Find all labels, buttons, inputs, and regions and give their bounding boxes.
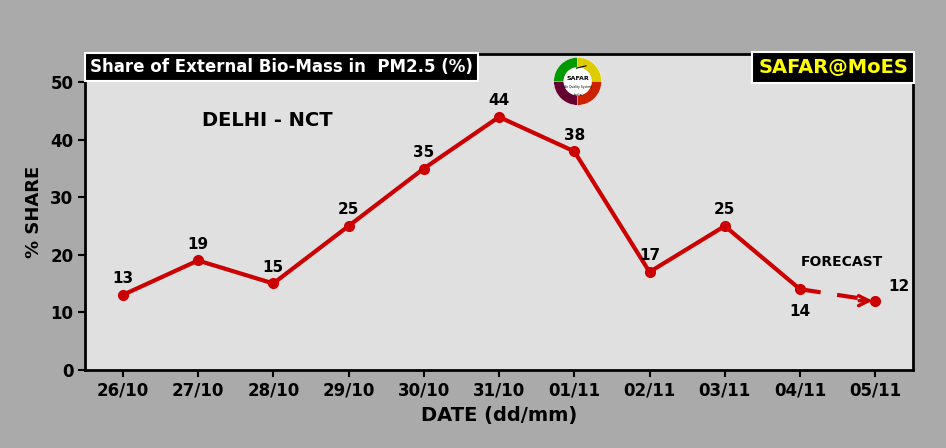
Text: India: India bbox=[573, 92, 582, 96]
Wedge shape bbox=[578, 82, 602, 105]
Wedge shape bbox=[553, 82, 578, 105]
Text: 14: 14 bbox=[790, 304, 811, 319]
Text: 44: 44 bbox=[488, 93, 510, 108]
Text: 15: 15 bbox=[263, 260, 284, 275]
Text: Share of External Bio-Mass in  PM2.5 (%): Share of External Bio-Mass in PM2.5 (%) bbox=[90, 58, 473, 76]
Text: 35: 35 bbox=[413, 145, 434, 160]
Text: 13: 13 bbox=[113, 271, 133, 286]
Y-axis label: % SHARE: % SHARE bbox=[26, 166, 44, 258]
Wedge shape bbox=[553, 57, 578, 82]
Text: SAFAR: SAFAR bbox=[567, 76, 589, 81]
Text: 17: 17 bbox=[639, 248, 660, 263]
Text: 19: 19 bbox=[187, 237, 208, 252]
Text: 12: 12 bbox=[889, 279, 910, 294]
Text: Air Quality System: Air Quality System bbox=[564, 85, 591, 89]
Text: DELHI - NCT: DELHI - NCT bbox=[201, 111, 333, 129]
Text: 25: 25 bbox=[714, 202, 735, 217]
X-axis label: DATE (dd/mm): DATE (dd/mm) bbox=[421, 406, 577, 425]
Text: 38: 38 bbox=[564, 128, 585, 143]
Text: 25: 25 bbox=[338, 202, 359, 217]
Text: FORECAST: FORECAST bbox=[800, 255, 883, 269]
Circle shape bbox=[564, 68, 591, 95]
Text: SAFAR@MoES: SAFAR@MoES bbox=[759, 58, 908, 77]
Wedge shape bbox=[578, 57, 602, 82]
